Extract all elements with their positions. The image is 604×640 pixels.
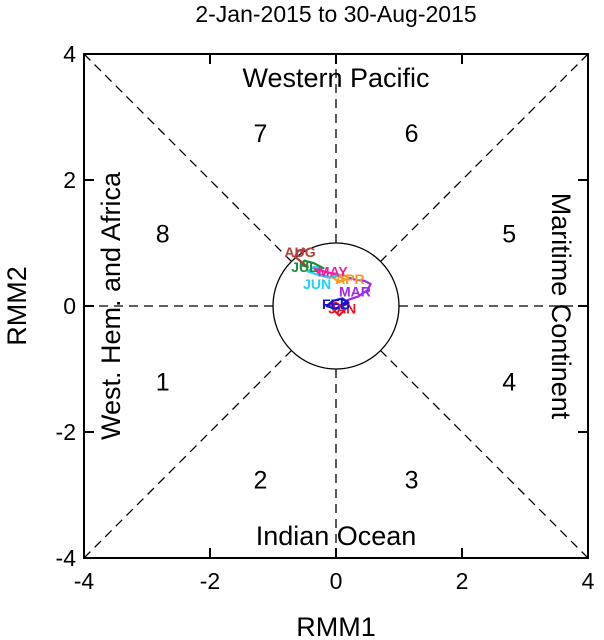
unit-circle: [272, 242, 400, 370]
x-tick-label: 2: [456, 568, 469, 594]
x-tick-label: 0: [330, 568, 343, 594]
x-axis-label: RMM1: [296, 612, 376, 640]
guide-line-se: [380, 350, 589, 559]
x-tick-label: -4: [74, 568, 95, 594]
y-tick-label: -4: [56, 545, 77, 571]
phase-number: 7: [253, 120, 267, 148]
series-line-feb: [325, 297, 350, 311]
phase-number: 2: [253, 466, 267, 494]
x-tick-label: 4: [582, 568, 595, 594]
y-tick-label: -2: [56, 419, 76, 445]
phase-number: 5: [502, 221, 516, 249]
y-tick-label: 4: [63, 41, 76, 67]
chart-title: 2-Jan-2015 to 30-Aug-2015: [195, 1, 476, 27]
series-line-jul: [300, 259, 325, 270]
region-label-bottom: Indian Ocean: [256, 521, 417, 551]
series-label-jan: JAN: [328, 301, 356, 317]
series-label-feb: FEB: [322, 296, 350, 312]
y-tick-label: 0: [63, 293, 76, 319]
series-label-may: MAY: [318, 263, 348, 279]
series-label-mar: MAR: [339, 284, 371, 300]
region-label-top: Western Pacific: [242, 63, 429, 93]
y-tick-label: 2: [63, 167, 76, 193]
series-line-aug: [293, 248, 309, 269]
series-line-jun: [306, 265, 341, 279]
guide-line-sw: [83, 350, 292, 559]
series-label-jul: JUL: [291, 259, 318, 275]
phase-number: 8: [156, 221, 170, 249]
x-tick-label: -2: [200, 568, 220, 594]
phase-labels: 1 2 3 4 5 6 7 8: [156, 120, 517, 495]
series-line-mar: [347, 276, 372, 301]
axis-ticks: -4 -2 0 2 4 -4 -2 0 2 4: [56, 41, 595, 594]
phase-guides: [83, 53, 589, 559]
series-label-aug: AUG: [285, 244, 316, 260]
series-label-jun: JUN: [303, 276, 331, 292]
phase-number: 3: [405, 466, 419, 494]
series-line-apr: [331, 273, 350, 284]
phase-number: 6: [405, 120, 419, 148]
phase-number: 4: [502, 369, 516, 397]
guide-line-nw: [83, 53, 292, 262]
guide-line-ne: [380, 53, 589, 262]
region-label-left: West. Hem. and Africa: [96, 171, 126, 440]
y-axis-label: RMM2: [2, 266, 32, 346]
region-label-right: Maritime Continent: [546, 193, 576, 420]
series-label-apr: APR: [335, 271, 365, 287]
phase-number: 1: [156, 369, 170, 397]
